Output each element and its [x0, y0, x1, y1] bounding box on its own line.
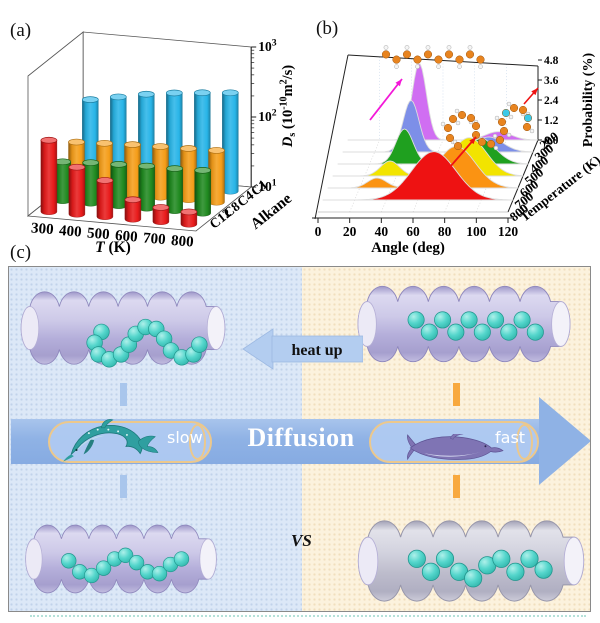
slow-label: slow	[167, 428, 203, 447]
x-tick-label: 800	[170, 233, 194, 251]
ridgeline-plot: 0 20 40 60 80 100 120 Angle (deg) 0.0 1.2 2.4 3.6 4.…	[312, 53, 600, 256]
bar-C12-600	[124, 199, 142, 223]
panel-b-label: (b)	[316, 18, 339, 39]
dolphin-fast-icon	[407, 434, 504, 461]
panel-b-ridgeline-chart: 0 20 40 60 80 100 120 Angle (deg) 0.0 1.2 2.4 3.6 4.…	[312, 45, 600, 256]
panel-c-label: (c)	[10, 242, 32, 263]
bar-C12-400	[68, 167, 86, 218]
x-tick-label: 700	[142, 230, 166, 248]
x-tick-label: 120	[498, 224, 519, 239]
alkane-molecule	[61, 547, 190, 584]
dolphin-slow-icon	[63, 419, 159, 462]
probability-tick-label: 2.4	[544, 95, 559, 107]
vs-label: VS	[291, 531, 312, 550]
nanotube-end-cap	[20, 306, 40, 350]
probability-tick-label: 1.2	[544, 115, 559, 127]
heat-up-arrowhead	[242, 328, 274, 370]
nanotube-body	[357, 520, 585, 602]
nanotube-end-cap	[357, 301, 377, 347]
alkane-molecule	[86, 318, 208, 368]
x-tick-label: 60	[406, 224, 420, 239]
probability-tick-label: 4.8	[544, 55, 559, 67]
y-tick-label: 101	[258, 177, 277, 194]
nanotube-end-cap	[563, 536, 585, 586]
bar-C12-800	[180, 211, 198, 228]
y-tick-label: 103	[258, 37, 277, 54]
bar-C4-500	[124, 144, 141, 198]
nanotube-end-cap	[357, 536, 379, 586]
fast-label: fast	[495, 428, 526, 447]
x-tick-label: 300	[30, 220, 54, 238]
nanotube-end-cap	[25, 538, 43, 580]
nanotube-coiled-molecule-cold	[20, 291, 226, 368]
nanotube-straight-molecule-hot	[357, 285, 571, 363]
bars-C12	[40, 136, 198, 228]
panel-c-schematic: heat up slow Diffusion	[8, 266, 591, 612]
scan-artifact-dotted-line	[30, 615, 586, 617]
x-tick-label: 100	[466, 224, 487, 239]
bars-C1	[81, 89, 239, 195]
x-tick-label: 0	[315, 224, 322, 239]
probability-tick-label: 0.0	[544, 135, 559, 147]
x-tick-label: 80	[438, 224, 452, 239]
y-axis-title: Ds (10-10m2/s)	[279, 65, 299, 148]
molecule-insets	[369, 45, 539, 191]
nanotube-end-cap	[199, 538, 217, 580]
nanotube-semicoiled-molecule-cold	[25, 524, 217, 594]
probability-axis-title: Probability (%)	[581, 53, 596, 148]
nanotube-end-cap	[206, 306, 226, 350]
heat-up-arrow: heat up	[242, 328, 363, 370]
nanotube-straight-molecule-hot-2	[357, 520, 585, 602]
x-axis-title: T (K)	[95, 239, 131, 256]
slow-channel-capsule	[48, 421, 212, 463]
bar-C12-500	[96, 180, 114, 220]
heat-up-label: heat up	[291, 342, 342, 359]
bar-C12-300	[40, 140, 58, 215]
bar-C8-800	[194, 170, 211, 217]
y-tick-label: 102	[258, 107, 277, 124]
diffusion-label: Diffusion	[247, 423, 355, 452]
heat-up-arrow-body	[271, 335, 363, 363]
capsule-end-ellipse	[189, 424, 206, 460]
capsule-end-ellipse	[516, 424, 533, 460]
nanotube-end-cap	[551, 301, 571, 347]
probability-tick-label: 3.6	[544, 75, 559, 87]
alkane-molecule	[407, 311, 544, 341]
bar-C12-700	[152, 207, 170, 225]
x-tick-label: 400	[58, 223, 82, 241]
panel-a-label: (a)	[10, 20, 32, 41]
diffusion-arrow-head	[539, 397, 590, 485]
alkane-molecule	[407, 549, 553, 588]
x-axis-title: Angle (deg)	[371, 240, 445, 256]
x-tick-label: 40	[375, 224, 389, 239]
ridge-700-K	[322, 151, 514, 201]
x-tick-label: 500	[86, 225, 110, 243]
x-tick-label: 20	[343, 224, 357, 239]
x-tick-label: 600	[114, 228, 138, 246]
